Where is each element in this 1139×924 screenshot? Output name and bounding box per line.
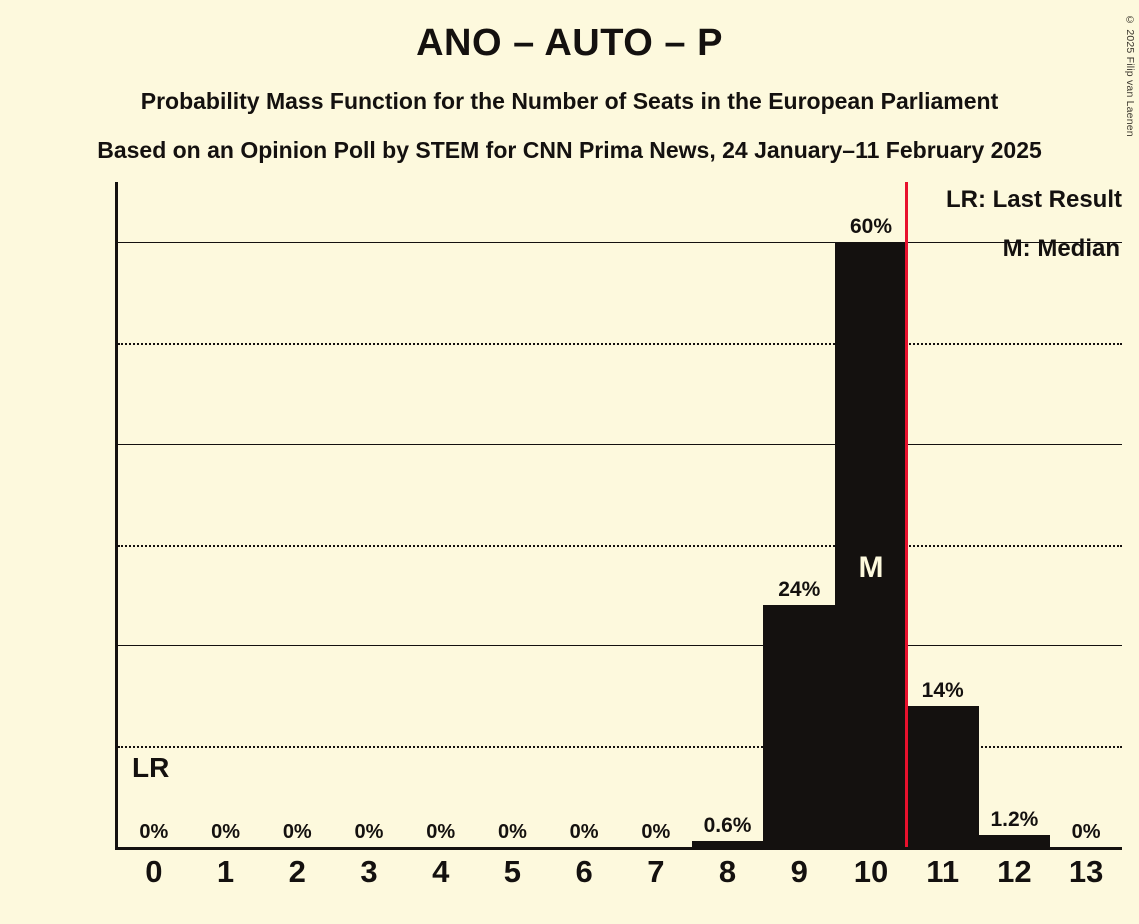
bar-value-label: 24%: [778, 578, 821, 602]
gridline-major: [118, 443, 1122, 445]
x-axis-tick-label: 0: [145, 854, 163, 889]
gridline-minor: [118, 544, 1122, 547]
x-axis-tick-label: 13: [1068, 854, 1104, 889]
x-axis-tick-label: 8: [718, 854, 737, 889]
last-result-line: [905, 182, 909, 847]
bar-value-label: 0%: [354, 821, 384, 843]
y-axis-line: [115, 182, 118, 847]
median-marker: M: [858, 550, 884, 584]
x-axis-tick-label: 9: [790, 854, 808, 889]
bar: [906, 705, 979, 847]
bar: [835, 242, 907, 847]
x-axis-tick-label: 12: [997, 854, 1032, 889]
x-axis-tick-label: 10: [853, 854, 889, 889]
plot-area: 20%40%60% 0%0%0%0%0%0%0%0%0.6%24%60%14%1…: [115, 182, 1122, 889]
bar-value-label: 0%: [497, 821, 527, 843]
legend-last-result: LR: Last Result: [945, 186, 1122, 213]
bar-value-label: 1.2%: [990, 807, 1039, 831]
bar-value-label: 14%: [921, 678, 964, 702]
x-axis-tick-label: 11: [926, 854, 960, 889]
x-axis-line: [115, 847, 1122, 850]
gridline-minor: [118, 746, 1122, 749]
x-axis-tick-label: 3: [360, 854, 378, 889]
gridline-major: [118, 242, 1122, 244]
page-title: ANO – AUTO – P: [416, 22, 723, 64]
bar-value-label: 0.6%: [703, 813, 752, 837]
x-axis-tick-label: 5: [503, 854, 522, 889]
bar-value-label: 0%: [139, 821, 169, 843]
bar: [691, 840, 764, 847]
bar: [978, 834, 1051, 847]
gridline-major: [118, 645, 1122, 647]
bar-value-label: 0%: [282, 821, 312, 843]
bar: [763, 605, 836, 847]
bar-value-label: 0%: [211, 821, 240, 843]
copyright-notice: © 2025 Filip van Laenen: [1124, 14, 1136, 137]
bar-value-label: 0%: [1071, 821, 1101, 843]
chart-source-line: Based on an Opinion Poll by STEM for CNN…: [97, 137, 1042, 163]
legend-median: M: Median: [1002, 235, 1120, 262]
bar-value-label: 60%: [849, 215, 892, 239]
bar-value-label: 0%: [569, 821, 599, 843]
chart-subtitle: Probability Mass Function for the Number…: [140, 88, 999, 114]
bar-value-label: 0%: [641, 821, 671, 843]
x-axis-tick-label: 1: [216, 854, 235, 889]
x-axis-tick-label: 2: [288, 854, 306, 889]
bar-value-label: 0%: [426, 821, 456, 843]
x-axis-tick-label: 6: [575, 854, 593, 889]
gridline-minor: [118, 343, 1122, 346]
x-axis-tick-label: 4: [432, 854, 450, 889]
last-result-marker: LR: [132, 752, 170, 784]
x-axis-tick-label: 7: [647, 854, 665, 889]
